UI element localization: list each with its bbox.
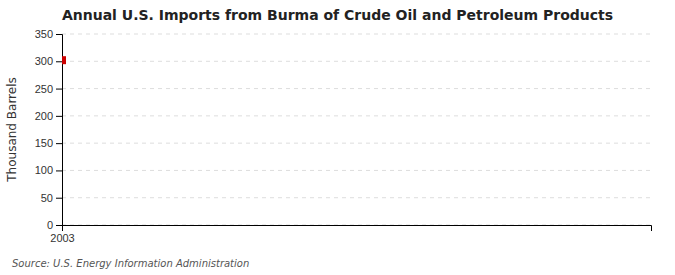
- y-tick-mark: [56, 34, 62, 35]
- x-axis-line: [63, 226, 652, 232]
- y-tick: 50: [41, 192, 62, 204]
- y-tick-label: 200: [35, 110, 53, 122]
- y-tick-mark: [56, 170, 62, 171]
- plot: 20030 50 100 150 200 250 300 350: [35, 28, 652, 244]
- annotation: Source: U.S. Energy Information Administ…: [12, 258, 249, 269]
- y-axis-line: [56, 35, 63, 226]
- y-axis-title: Thousand Barrels: [5, 77, 19, 182]
- y-tick-label: 50: [41, 192, 53, 204]
- y-tick-label: 100: [35, 164, 53, 176]
- y-tick-mark: [56, 89, 62, 90]
- y-tick: 150: [35, 137, 62, 149]
- grid-line: [62, 88, 651, 89]
- y-tick: 300: [35, 55, 62, 67]
- chart: Annual U.S. Imports from Burma of Crude …: [0, 0, 675, 275]
- y-tick-label: 350: [35, 28, 53, 40]
- y-tick-mark: [56, 198, 62, 199]
- grid-line: [62, 115, 651, 116]
- y-tick-mark: [56, 116, 62, 117]
- y-tick-mark: [56, 225, 62, 226]
- y-axis: 0 50 100 150 200 250 300 350: [35, 28, 63, 231]
- point: [62, 56, 66, 64]
- grid-line: [62, 143, 651, 144]
- y-tick-label: 300: [35, 55, 53, 67]
- grid: [62, 34, 651, 225]
- grid-line: [62, 170, 651, 171]
- x-axis: 2003: [50, 225, 651, 244]
- y-tick-label: 150: [35, 137, 53, 149]
- y-tick: 350: [35, 28, 62, 40]
- title: Annual U.S. Imports from Burma of Crude …: [62, 7, 613, 23]
- y-tick-mark: [56, 143, 62, 144]
- y-tick-label: 250: [35, 83, 53, 95]
- y-tick: 250: [35, 83, 62, 95]
- y-tick-mark: [56, 61, 62, 62]
- y-tick: 100: [35, 164, 62, 176]
- marks: [62, 56, 66, 64]
- x-tick-label: 2003: [50, 232, 74, 244]
- grid-line: [62, 197, 651, 198]
- x-tick: 2003: [50, 225, 74, 244]
- grid-line: [62, 34, 651, 35]
- y-tick-label: 0: [47, 219, 53, 231]
- y-tick: 200: [35, 110, 62, 122]
- grid-line: [62, 61, 651, 62]
- y-tick: 0: [47, 219, 62, 231]
